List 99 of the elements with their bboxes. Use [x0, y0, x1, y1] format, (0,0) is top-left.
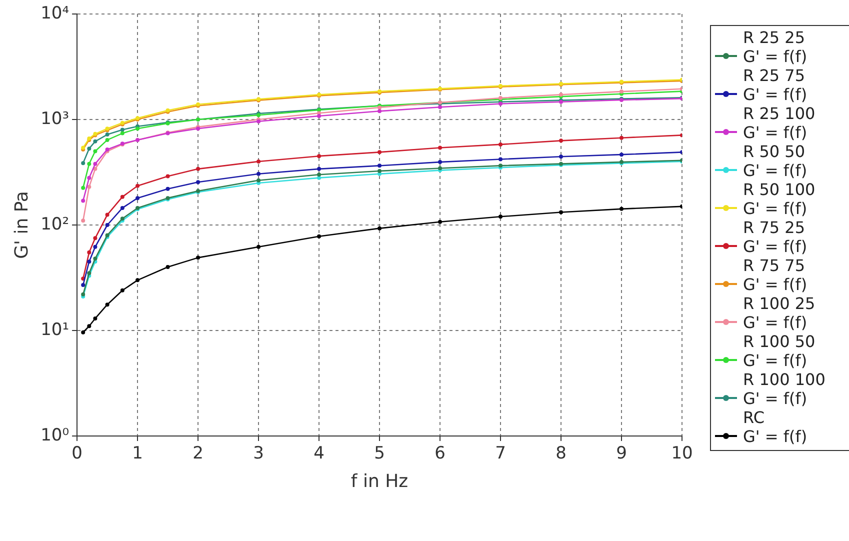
point — [378, 226, 382, 230]
x-tick-label: 6 — [434, 444, 446, 464]
x-axis-title: f in Hz — [350, 470, 408, 492]
y-axis-title: G' in Pa — [11, 191, 32, 259]
point — [136, 184, 140, 188]
x-tick-label: 1 — [132, 444, 143, 464]
point — [317, 234, 322, 238]
point — [317, 176, 322, 180]
point — [81, 186, 86, 190]
legend-label: RC G' = f(f) — [743, 408, 808, 446]
legend-label: R 50 50 G' = f(f) — [743, 142, 808, 180]
point — [317, 114, 322, 118]
x-tick-label: 9 — [616, 444, 627, 464]
point — [378, 168, 382, 173]
x-tick-label: 8 — [556, 444, 566, 464]
y-tick-label: 10¹ — [40, 320, 70, 340]
point — [317, 172, 322, 177]
point — [317, 154, 322, 158]
point — [559, 210, 564, 214]
point — [256, 244, 261, 249]
point — [81, 330, 86, 334]
point — [93, 256, 98, 261]
point — [196, 180, 200, 184]
point — [87, 184, 92, 189]
point — [438, 105, 442, 110]
point — [256, 159, 261, 164]
point — [81, 218, 86, 223]
legend-label: R 25 25 G' = f(f) — [743, 28, 808, 66]
point — [87, 162, 92, 166]
point — [93, 236, 98, 240]
point — [317, 166, 322, 171]
legend-label: R 25 75 G' = f(f) — [743, 66, 808, 104]
point — [438, 146, 442, 150]
point — [87, 271, 92, 276]
x-tick-label: 5 — [374, 444, 385, 464]
point — [378, 150, 382, 154]
point — [136, 196, 140, 200]
point — [105, 212, 110, 217]
point — [620, 152, 624, 157]
point — [498, 157, 503, 162]
point — [81, 198, 86, 203]
legend-label: R 75 25 G' = f(f) — [743, 218, 808, 256]
legend-label: R 100 100 G' = f(f) — [743, 370, 826, 408]
point — [559, 154, 564, 159]
point — [93, 316, 98, 320]
x-tick-label: 3 — [253, 444, 264, 464]
x-tick-label: 0 — [72, 444, 82, 464]
point — [81, 292, 86, 296]
y-tick-label: 10² — [40, 214, 70, 234]
point — [196, 166, 200, 171]
x-tick-label: 10 — [671, 444, 693, 464]
y-tick-label: 10⁰ — [40, 425, 70, 446]
point — [256, 172, 261, 176]
point — [120, 131, 124, 136]
point — [620, 136, 624, 140]
point — [93, 139, 98, 144]
point — [87, 176, 92, 180]
point — [498, 142, 503, 146]
point — [438, 220, 442, 224]
point — [166, 174, 170, 178]
x-tick-label: 2 — [192, 444, 204, 464]
legend-label: R 100 25 G' = f(f) — [743, 294, 816, 332]
point — [120, 288, 124, 292]
point — [166, 186, 170, 191]
point — [105, 138, 110, 142]
point — [620, 206, 624, 211]
point — [166, 264, 170, 269]
point — [87, 250, 92, 254]
point — [498, 214, 503, 219]
legend-label: R 100 50 G' = f(f) — [743, 332, 816, 370]
point — [81, 161, 86, 166]
point — [438, 160, 442, 164]
point — [120, 206, 124, 210]
point — [120, 128, 124, 132]
legend-label: R 25 100 G' = f(f) — [743, 104, 816, 142]
y-tick-label: 10⁴ — [40, 3, 70, 24]
point — [105, 223, 110, 227]
point — [378, 109, 382, 114]
point — [81, 282, 86, 287]
point — [87, 146, 92, 151]
point — [93, 244, 98, 249]
y-tick-label: 10³ — [40, 108, 70, 129]
point — [196, 256, 200, 260]
point — [256, 178, 261, 182]
point — [105, 302, 110, 307]
point — [105, 132, 110, 137]
x-tick-label: 4 — [314, 444, 324, 464]
point — [93, 162, 98, 166]
point — [87, 324, 92, 328]
point — [87, 260, 92, 264]
point — [136, 126, 140, 131]
point — [378, 164, 382, 168]
x-tick-label: 7 — [495, 444, 506, 464]
point — [136, 278, 140, 282]
point — [559, 138, 564, 143]
point — [120, 194, 124, 199]
legend-label: R 50 100 G' = f(f) — [743, 180, 816, 218]
point — [93, 149, 98, 154]
legend-label: R 75 75 G' = f(f) — [743, 256, 808, 294]
